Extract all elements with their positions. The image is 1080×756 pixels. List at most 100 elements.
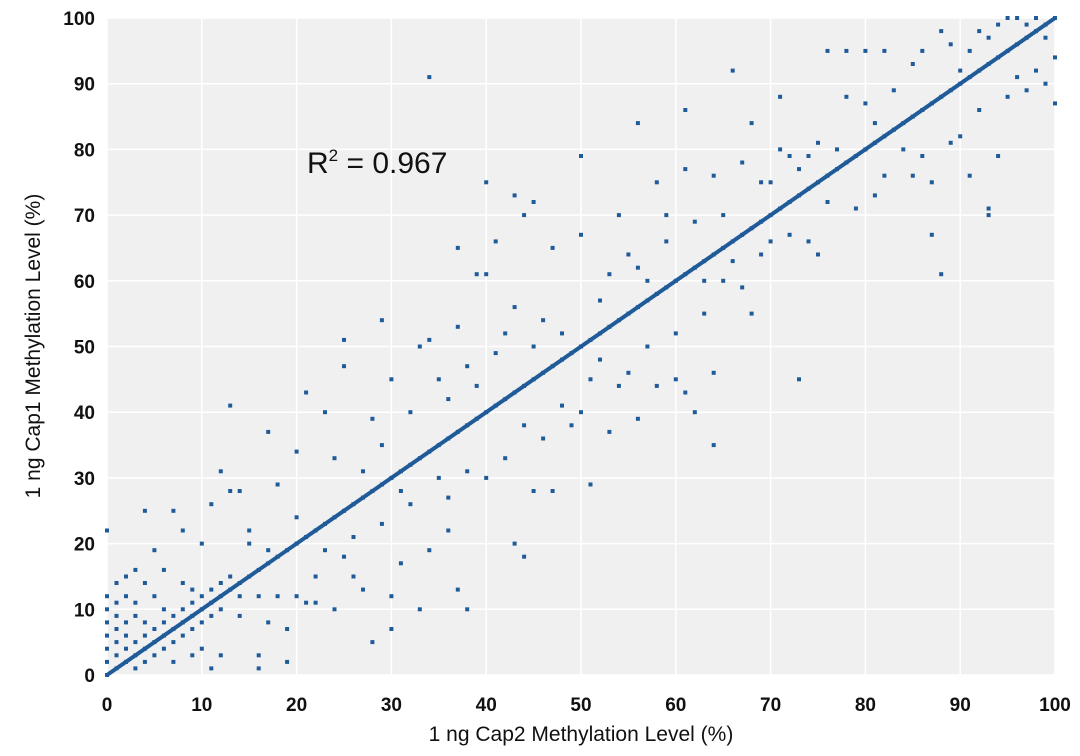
data-point <box>209 587 214 592</box>
data-point <box>342 364 346 369</box>
data-point <box>1015 16 1020 20</box>
data-point <box>133 666 138 671</box>
data-point <box>105 594 109 599</box>
data-point <box>749 121 754 126</box>
data-point <box>825 200 830 204</box>
x-tick-label: 40 <box>476 695 497 716</box>
data-point <box>370 416 375 421</box>
data-point <box>332 456 337 461</box>
y-tick-label: 0 <box>84 666 95 687</box>
data-point <box>579 154 583 158</box>
data-point <box>237 489 242 493</box>
data-point <box>967 173 972 178</box>
data-point <box>541 318 546 323</box>
data-point <box>408 410 413 415</box>
data-point <box>598 298 602 303</box>
data-point <box>1024 88 1029 93</box>
data-point <box>711 173 716 178</box>
data-point <box>910 173 915 178</box>
data-point <box>180 581 185 585</box>
data-point <box>417 344 422 349</box>
data-point <box>105 620 109 625</box>
data-point <box>749 311 754 316</box>
data-point <box>133 613 138 618</box>
data-point <box>237 594 242 599</box>
data-point <box>361 469 365 474</box>
data-point <box>465 607 470 612</box>
data-point <box>114 600 119 605</box>
data-point <box>379 443 384 448</box>
data-point <box>1034 68 1038 73</box>
data-point <box>673 377 678 382</box>
data-point <box>901 147 906 152</box>
data-point <box>1015 75 1020 80</box>
data-point <box>474 272 479 277</box>
data-point <box>1043 81 1048 86</box>
data-point <box>142 581 147 585</box>
data-point <box>692 219 697 224</box>
data-point <box>683 390 688 395</box>
data-point <box>484 180 489 185</box>
y-tick-label: 90 <box>74 75 95 96</box>
data-point <box>654 383 659 388</box>
data-point <box>768 180 773 185</box>
data-point <box>522 554 527 559</box>
data-point <box>560 403 564 408</box>
data-point <box>616 383 621 388</box>
data-point <box>493 239 498 244</box>
y-tick-label: 30 <box>74 469 95 490</box>
data-point <box>180 528 185 533</box>
data-point <box>986 213 991 218</box>
data-point <box>958 68 963 73</box>
x-tick-label: 70 <box>760 695 781 716</box>
data-point <box>607 429 612 434</box>
data-point <box>398 561 403 566</box>
data-point <box>645 344 650 349</box>
data-point <box>266 429 271 434</box>
x-tick-label: 60 <box>665 695 686 716</box>
x-tick-label: 30 <box>381 695 402 716</box>
data-point <box>635 265 640 270</box>
data-point <box>256 653 261 658</box>
data-point <box>455 324 460 329</box>
data-point <box>294 449 299 454</box>
data-point <box>171 640 176 645</box>
data-point <box>124 646 128 651</box>
data-point <box>199 541 204 546</box>
data-point <box>436 377 441 382</box>
data-point <box>304 600 309 605</box>
data-point <box>114 613 119 618</box>
y-tick-label: 50 <box>74 338 95 359</box>
data-point <box>806 154 811 158</box>
data-point <box>550 245 555 250</box>
data-point <box>398 489 403 493</box>
data-point <box>427 337 432 342</box>
data-point <box>285 659 290 664</box>
data-point <box>266 620 271 625</box>
data-point <box>664 213 669 218</box>
data-point <box>635 121 640 126</box>
data-point <box>124 574 128 579</box>
data-point <box>778 94 783 99</box>
data-point <box>105 633 109 638</box>
data-point <box>180 607 185 612</box>
data-point <box>332 607 337 612</box>
x-tick-label: 90 <box>950 695 971 716</box>
y-tick-label: 60 <box>74 272 95 293</box>
data-point <box>228 489 233 493</box>
data-point <box>806 239 811 244</box>
data-point <box>797 167 801 172</box>
data-point <box>683 108 688 112</box>
data-point <box>711 370 716 375</box>
data-point <box>730 259 735 264</box>
data-point <box>218 607 223 612</box>
data-point <box>446 495 451 500</box>
r-squared-prefix: R <box>307 147 329 180</box>
data-point <box>152 594 157 599</box>
data-point <box>427 548 432 553</box>
y-tick-label: 70 <box>74 206 95 227</box>
data-point <box>882 173 887 178</box>
x-tick-label: 20 <box>286 695 307 716</box>
trend-line <box>105 16 1057 677</box>
data-point <box>218 653 223 658</box>
